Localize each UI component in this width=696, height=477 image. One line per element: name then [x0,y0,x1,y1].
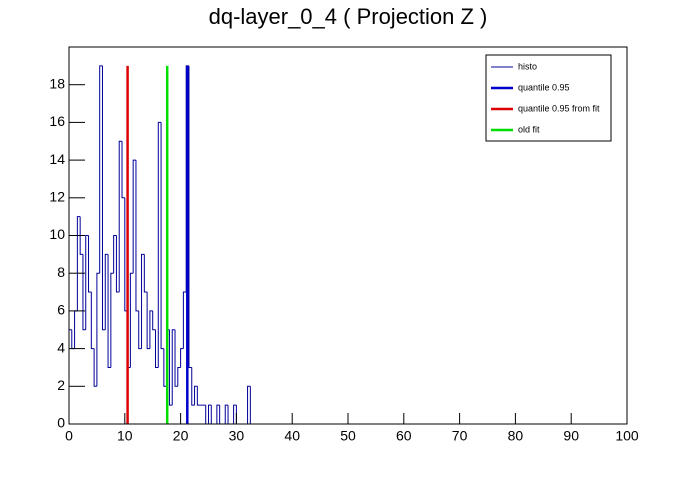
x-tick-label: 80 [508,428,524,444]
histogram-bin [160,122,164,350]
histogram-bin [121,141,125,199]
histogram-bin [110,272,114,368]
histogram-bin [171,329,176,406]
histogram-bin [93,348,97,387]
histogram-bin [196,386,201,406]
histogram-bin [194,385,198,406]
histogram-bin [143,254,148,293]
y-tick-label: 6 [57,302,65,318]
legend-label: quantile 0.95 [518,82,570,92]
histogram-bin [101,65,106,331]
histogram-bin [146,292,150,350]
y-tick-label: 8 [57,264,65,280]
y-tick-label: 10 [49,226,65,242]
histogram-bin [132,159,136,274]
y-tick-label: 16 [49,113,65,129]
histogram-bin [247,385,251,424]
histogram-bin [135,160,139,312]
y-tick-label: 4 [57,339,65,355]
histogram-bin [224,404,229,424]
histogram-bin [85,235,89,330]
histogram-bin [76,216,81,311]
x-tick-label: 40 [284,428,300,444]
y-tick-label: 12 [49,189,65,205]
histogram-bin [168,329,173,406]
histogram-bin [107,254,111,368]
legend-label: quantile 0.95 from fit [518,103,600,113]
x-tick-label: 50 [340,428,356,444]
x-tick-label: 20 [173,428,189,444]
histogram-bin [216,404,220,424]
histogram-bin [90,292,95,350]
histogram-bin [163,348,167,387]
legend-box [485,54,612,142]
histogram-bin [174,329,178,387]
histogram-bin [233,404,237,424]
histogram-bin [79,216,83,255]
legend-label: histo [518,61,537,71]
histogram-bin [82,254,86,331]
x-tick-label: 70 [452,428,468,444]
x-tick-label: 30 [229,428,245,444]
histogram-bin [138,310,142,350]
histogram-bin [104,253,109,330]
y-tick-label: 14 [49,151,65,167]
histogram-bin [141,253,145,349]
histogram-bin [191,367,195,406]
histogram-bin [182,291,187,349]
chart-title: dq-layer_0_4 ( Projection Z ) [209,4,488,29]
y-tick-label: 18 [49,75,65,91]
histogram-bin [149,310,153,349]
histogram-bin [115,235,120,293]
x-tick-label: 100 [615,428,639,444]
histogram-bin [113,235,117,274]
histogram-bin [99,65,103,274]
histogram-bin [177,366,181,387]
histogram-bin [88,235,92,293]
histogram-bin [96,272,100,387]
y-tick-label: 0 [57,415,65,431]
histogram-bin [152,310,156,331]
x-tick-label: 60 [396,428,412,444]
histogram-bin [208,404,212,424]
histogram-bin [188,65,192,368]
histogram-bin [118,140,123,293]
histogram-bin [154,329,159,368]
histogram-bin [180,348,184,368]
legend-label: old fit [518,124,540,134]
x-tick-label: 0 [65,428,73,444]
x-tick-label: 90 [563,428,579,444]
histogram-bin [157,121,162,368]
x-tick-label: 10 [117,428,133,444]
histogram-bin [129,272,134,368]
y-tick-label: 2 [57,377,65,393]
